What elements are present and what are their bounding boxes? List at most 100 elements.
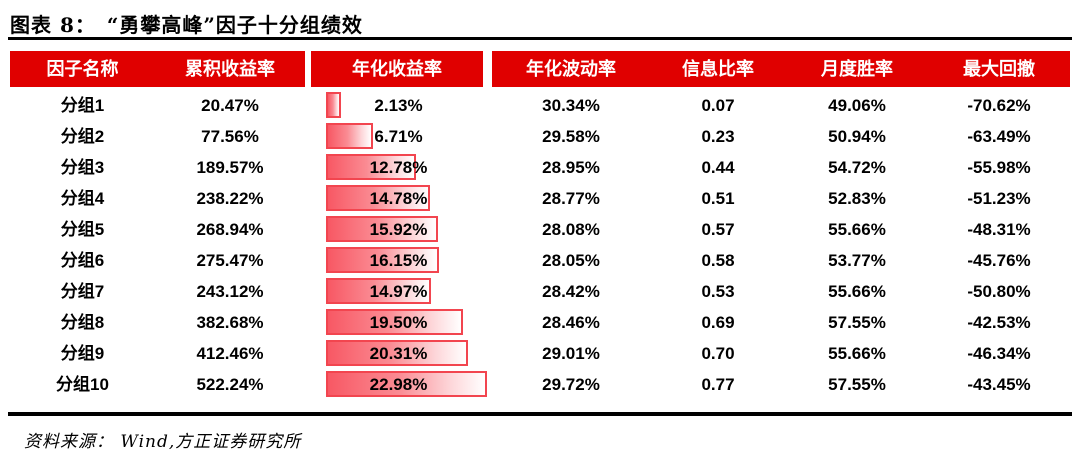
row-label: 分组6 [60,251,105,270]
table-row: 分组4 238.22% 14.78% 28.77% 0.51 52.83% -51.23% [10,183,1070,214]
row-label: 分组3 [60,158,105,177]
row-label: 分组4 [60,189,105,208]
cell-value: 6.71% [374,127,423,146]
row-label: 分组1 [60,96,105,115]
cell-value: 0.70 [701,344,735,363]
cell-value: 54.72% [828,158,886,177]
annualized-return-cell: 2.13% [305,90,492,121]
table-row: 分组5 268.94% 15.92% 28.08% 0.57 55.66% -48.31% [10,214,1070,245]
cell-value: 28.05% [542,251,600,270]
cell-value: 14.78% [369,189,428,208]
row-label: 分组9 [60,344,105,363]
databar-track [326,123,487,149]
databar-track [326,278,487,304]
column-header-2: 累积收益率 [155,51,305,87]
cell-value: -45.76% [967,251,1031,270]
row-label: 分组5 [60,220,105,239]
title-divider [8,37,1072,40]
table-row: 分组9 412.46% 20.31% 29.01% 0.70 55.66% -46.34% [10,338,1070,369]
databar [326,123,373,149]
annualized-return-cell: 16.15% [305,245,492,276]
column-header-6: 月度胜率 [786,51,928,87]
cell-value: 0.23 [701,127,735,146]
cell-value: 238.22% [196,189,264,208]
cell-value: 0.58 [701,251,735,270]
cell-value: 29.58% [542,127,600,146]
cell-value: -42.53% [967,313,1031,332]
table-row: 分组7 243.12% 14.97% 28.42% 0.53 55.66% -50.80% [10,276,1070,307]
cell-value: 28.46% [542,313,600,332]
cell-value: 50.94% [828,127,886,146]
cell-value: -51.23% [967,189,1031,208]
cell-value: -48.31% [967,220,1031,239]
cell-value: 77.56% [201,127,259,146]
cell-value: 28.42% [542,282,600,301]
cell-value: 55.66% [828,344,886,363]
annualized-return-cell: 6.71% [305,121,492,152]
cell-value: 28.95% [542,158,600,177]
cell-value: 20.31% [369,344,428,363]
cell-value: 53.77% [828,251,886,270]
cell-value: 0.51 [701,189,735,208]
cell-value: 382.68% [196,313,264,332]
databar-track [326,371,487,397]
databar-track [326,340,487,366]
cell-value: 189.57% [196,158,264,177]
cell-value: 52.83% [828,189,886,208]
databar-track [326,309,487,335]
row-label: 分组7 [60,282,105,301]
table-row: 分组2 77.56% 6.71% 29.58% 0.23 50.94% -63.49% [10,121,1070,152]
cell-value: 49.06% [828,96,886,115]
cell-value: 20.47% [201,96,259,115]
table-header-row: 因子名称 累积收益率 年化收益率 年化波动率 信息比率 月度胜率 最大回撤 [10,51,1070,87]
cell-value: 29.01% [542,344,600,363]
row-label: 分组8 [60,313,105,332]
annualized-return-cell: 14.78% [305,183,492,214]
table-body: 分组1 20.47% 2.13% 30.34% 0.07 49.06% -70.62% 分组2… [10,87,1070,400]
table-row: 分组10 522.24% 22.98% 29.72% 0.77 57.55% -43.45% [10,369,1070,400]
cell-value: -46.34% [967,344,1031,363]
cell-value: 28.08% [542,220,600,239]
column-header-1: 因子名称 [10,51,155,87]
cell-value: 0.69 [701,313,735,332]
column-header-4: 年化波动率 [492,51,650,87]
databar [326,185,430,211]
cell-value: 522.24% [196,375,264,394]
annualized-return-cell: 15.92% [305,214,492,245]
cell-value: -43.45% [967,375,1031,394]
databar-track [326,185,487,211]
databar-track [326,216,487,242]
table-row: 分组1 20.47% 2.13% 30.34% 0.07 49.06% -70.62% [10,90,1070,121]
column-header-5: 信息比率 [650,51,786,87]
cell-value: -70.62% [967,96,1031,115]
cell-value: 0.53 [701,282,735,301]
cell-value: 14.97% [369,282,428,301]
cell-value: -55.98% [967,158,1031,177]
cell-value: 29.72% [542,375,600,394]
cell-value: 55.66% [828,282,886,301]
cell-value: 0.07 [701,96,735,115]
databar-track [326,154,487,180]
databar [326,340,469,366]
annualized-return-cell: 12.78% [305,152,492,183]
figure-title: 图表 8： “勇攀高峰”因子十分组绩效 [10,13,363,37]
cell-value: 0.77 [701,375,735,394]
cell-value: 2.13% [374,96,423,115]
performance-table: 因子名称 累积收益率 年化收益率 年化波动率 信息比率 月度胜率 最大回撤 分组1 20.47… [10,51,1070,400]
annualized-return-cell: 19.50% [305,307,492,338]
cell-value: 268.94% [196,220,264,239]
databar [326,371,487,397]
cell-value: 55.66% [828,220,886,239]
column-header-7: 最大回撤 [928,51,1070,87]
databar [326,216,438,242]
table-bottom-divider [8,412,1072,416]
cell-value: 28.77% [542,189,600,208]
databar-track [326,247,487,273]
cell-value: 30.34% [542,96,600,115]
table-row: 分组3 189.57% 12.78% 28.95% 0.44 54.72% -55.98% [10,152,1070,183]
annualized-return-cell: 14.97% [305,276,492,307]
databar-track [326,92,487,118]
cell-value: 275.47% [196,251,264,270]
cell-value: 57.55% [828,313,886,332]
cell-value: 0.57 [701,220,735,239]
